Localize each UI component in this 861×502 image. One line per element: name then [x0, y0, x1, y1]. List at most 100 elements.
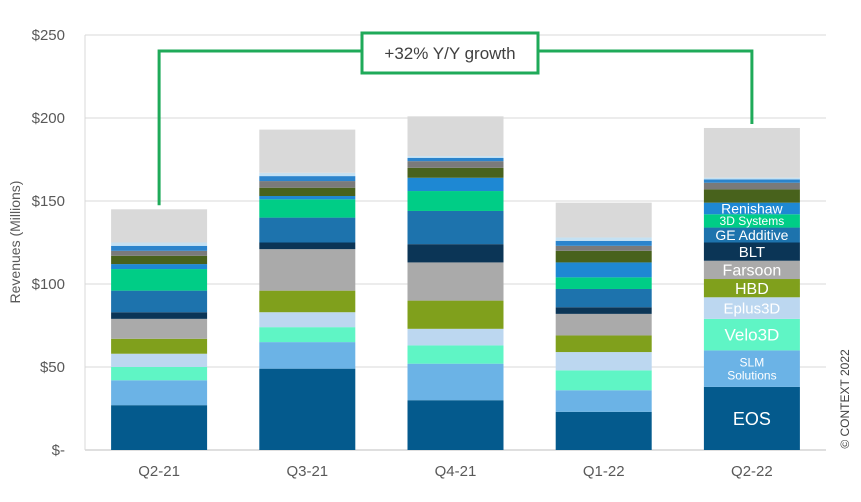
bar-segment-other-q3-21: [259, 181, 356, 188]
bar-segment-farsoon-q4-21: [407, 262, 504, 301]
bar-segment-blt-q1-22: [555, 307, 652, 314]
bar-segment-blt-q4-21: [407, 244, 504, 263]
y-tick-label: $200: [32, 110, 65, 127]
bar-segment-velo3d-q1-22: [555, 370, 652, 391]
bar-segment-other-q2-21: [111, 242, 208, 246]
y-tick-label: $250: [32, 27, 65, 44]
bar-segment-other-q1-22: [555, 202, 652, 238]
bar-segment-eplus3d-q2-22: [703, 297, 800, 319]
bar-segment-renishaw-q2-22: [703, 202, 800, 215]
bar-segment-hbd-q2-21: [111, 338, 208, 354]
x-tick-label: Q1-22: [583, 463, 625, 480]
bar-segment-other-q2-22: [703, 127, 800, 178]
growth-callout-box: [360, 31, 540, 75]
segment-label: Eplus3D: [724, 300, 781, 317]
bar-segment-velo3d-q3-21: [259, 327, 356, 343]
x-axis: Q2-21 Q3-21 Q4-21 Q1-22 Q2-22: [138, 463, 773, 480]
bar-segment-other-q2-22: [703, 179, 800, 183]
bar-segment-velo3d-q2-22: [703, 318, 800, 351]
bar-segment-3d-systems-q2-21: [111, 269, 208, 291]
bar-segment-ge-additive-q1-22: [555, 288, 652, 308]
bar-segment-other-q4-21: [407, 116, 504, 157]
segment-label: BLT: [739, 244, 765, 261]
bar-segment-slm-solutions-q3-21: [259, 342, 356, 369]
bar-segment-renishaw-q3-21: [259, 196, 356, 200]
bar-segment-blt-q2-22: [703, 242, 800, 261]
bar-segment-hbd-q4-21: [407, 300, 504, 329]
bar-segment-velo3d-q4-21: [407, 345, 504, 364]
bar-segment-hbd-q2-22: [703, 279, 800, 298]
bar-segment-farsoon-q2-22: [703, 260, 800, 280]
segment-label: Velo3D: [724, 326, 779, 345]
bar-segment-eplus3d-q4-21: [407, 328, 504, 346]
bar-segment-slm-solutions-q2-22: [703, 350, 800, 387]
bar-segment-renishaw-q1-22: [555, 262, 652, 278]
copyright-notice: © CONTEXT 2022: [838, 349, 852, 449]
bar-segment-eos-q3-21: [259, 368, 356, 450]
segment-label: Solutions: [727, 368, 776, 382]
bar-segment-3d-systems-q3-21: [259, 199, 356, 218]
bar-segment-ge-additive-q3-21: [259, 217, 356, 243]
bar-segment-farsoon-q3-21: [259, 249, 356, 291]
bar-segment-eplus3d-q2-21: [111, 353, 208, 367]
bar-segment-other-q3-21: [259, 187, 356, 197]
segment-label: EOS: [733, 409, 771, 429]
bar-segment-ge-additive-q2-22: [703, 227, 800, 243]
bar-segment-other-q1-22: [555, 237, 652, 241]
x-tick-label: Q4-21: [435, 463, 477, 480]
bar-segment-other-q4-21: [407, 156, 504, 158]
bar-segment-slm-solutions-q4-21: [407, 363, 504, 401]
bar-segment-other-q3-21: [259, 129, 356, 173]
growth-callout-text: +32% Y/Y growth: [384, 44, 515, 63]
bar-segment-other-q2-22: [703, 177, 800, 180]
segment-label: HBD: [735, 281, 769, 298]
bar-segment-velo3d-q2-21: [111, 367, 208, 381]
bar-segment-farsoon-q2-21: [111, 318, 208, 339]
segment-label: Renishaw: [721, 200, 783, 216]
bar-segment-eplus3d-q3-21: [259, 312, 356, 328]
bar-segment-blt-q3-21: [259, 242, 356, 250]
bar-segment-eos-q2-22: [703, 386, 800, 450]
bar-segment-other-q2-22: [703, 182, 800, 190]
bar-segment-eos-q1-22: [555, 411, 652, 450]
bar-segment-slm-solutions-q2-21: [111, 380, 208, 406]
bar-segment-other-q4-21: [407, 161, 504, 168]
bar-segment-ge-additive-q2-21: [111, 290, 208, 313]
bar-segment-other-q1-22: [555, 245, 652, 251]
y-tick-label: $-: [52, 442, 65, 459]
segment-label: SLM: [740, 355, 765, 369]
bar-segment-other-q2-21: [111, 245, 208, 251]
bar-segment-renishaw-q2-21: [111, 264, 208, 270]
y-axis-title: Revenues (Millions): [7, 181, 23, 304]
bar-segment-other-q4-21: [407, 157, 504, 162]
bar-segment-ge-additive-q4-21: [407, 210, 504, 245]
segment-label: Farsoon: [723, 262, 782, 279]
bar-segment-farsoon-q1-22: [555, 313, 652, 336]
bar-segment-hbd-q3-21: [259, 290, 356, 313]
x-tick-label: Q2-21: [138, 463, 180, 480]
growth-annotation: +32% Y/Y growth: [157, 31, 754, 206]
y-tick-label: $150: [32, 193, 65, 210]
bar-segment-3d-systems-q4-21: [407, 191, 504, 211]
bar-segment-3d-systems-q2-22: [703, 214, 800, 228]
bar-segment-eos-q2-21: [111, 405, 208, 450]
bar-segment-renishaw-q4-21: [407, 177, 504, 192]
bar-segment-other-q1-22: [555, 250, 652, 263]
bar-segment-other-q1-22: [555, 240, 652, 246]
bar-segment-other-q4-21: [407, 167, 504, 178]
bar-segment-other-q2-21: [111, 255, 208, 265]
bar-segment-hbd-q1-22: [555, 335, 652, 353]
segment-label: GE Additive: [715, 227, 788, 243]
bar-segment-other-q2-22: [703, 189, 800, 203]
bar-segment-eos-q4-21: [407, 400, 504, 450]
y-axis: $- $50 $100 $150 $200 $250: [32, 27, 65, 459]
segment-label: 3D Systems: [720, 214, 785, 228]
x-tick-label: Q2-22: [731, 463, 773, 480]
bar-segment-eplus3d-q1-22: [555, 352, 652, 371]
bar-segment-3d-systems-q1-22: [555, 277, 652, 289]
x-tick-label: Q3-21: [286, 463, 328, 480]
bar-segment-other-q2-21: [111, 250, 208, 256]
y-tick-label: $100: [32, 276, 65, 293]
